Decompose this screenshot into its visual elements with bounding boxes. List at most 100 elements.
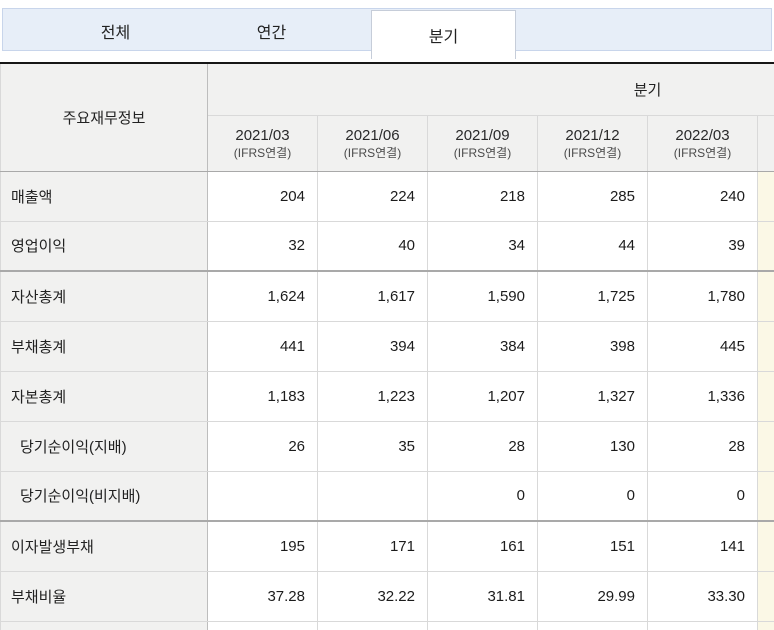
cell: 240: [647, 170, 758, 222]
table-row: 부채비율 37.28 32.22 31.81 29.99 33.30: [0, 570, 774, 622]
table-row-partial: [0, 620, 774, 630]
column-header: 2021/03 (IFRS연결): [207, 114, 318, 172]
cell: 28: [427, 420, 538, 472]
cell: 204: [207, 170, 318, 222]
cell: 398: [537, 320, 648, 372]
accounting-standard-label: (IFRS연결): [563, 145, 622, 160]
table-row: 영업이익 32 40 34 44 39: [0, 220, 774, 272]
cell: 1,624: [207, 270, 318, 322]
tab-quarterly[interactable]: 분기: [371, 10, 516, 59]
row-label: 자본총계: [0, 370, 208, 422]
cell: 0: [537, 470, 648, 522]
cell: [207, 470, 318, 522]
period-label: 2021/03: [235, 126, 290, 144]
cell: 285: [537, 170, 648, 222]
tab-annual[interactable]: 연간: [256, 24, 287, 42]
table-row: 이자발생부채 195 171 161 151 141: [0, 520, 774, 572]
cell: 384: [427, 320, 538, 372]
row-label: 영업이익: [0, 220, 208, 272]
cell-estimate-clipped: [757, 270, 774, 322]
cell: 1,207: [427, 370, 538, 422]
table-row: 자본총계 1,183 1,223 1,207 1,327 1,336: [0, 370, 774, 422]
cell-estimate-clipped: [757, 420, 774, 472]
cell-estimate-clipped: [757, 220, 774, 272]
cell: 171: [317, 520, 428, 572]
cell: [207, 620, 318, 630]
cell: [317, 620, 428, 630]
cell: 35: [317, 420, 428, 472]
column-header: 2021/06 (IFRS연결): [317, 114, 428, 172]
cell: 141: [647, 520, 758, 572]
period-label: 2021/06: [345, 126, 400, 144]
accounting-standard-label: (IFRS연결): [453, 145, 512, 160]
row-label: 당기순이익(지배): [0, 420, 208, 472]
cell: 161: [427, 520, 538, 572]
corner-header: 주요재무정보: [0, 62, 208, 172]
cell-estimate-clipped: [757, 370, 774, 422]
cell: 39: [647, 220, 758, 272]
group-header-quarterly: 분기: [206, 62, 774, 116]
column-header-clipped: [757, 114, 774, 172]
cell: 1,590: [427, 270, 538, 322]
cell: 1,327: [537, 370, 648, 422]
cell-estimate-clipped: [757, 470, 774, 522]
cell: 218: [427, 170, 538, 222]
period-label: 2022/03: [675, 126, 730, 144]
cell: 445: [647, 320, 758, 372]
row-label: 부채비율: [0, 570, 208, 622]
cell: 44: [537, 220, 648, 272]
accounting-standard-label: (IFRS연결): [233, 145, 292, 160]
cell-estimate-clipped: [757, 320, 774, 372]
cell: [317, 470, 428, 522]
accounting-standard-label: (IFRS연결): [673, 145, 732, 160]
table-row: 부채총계 441 394 384 398 445: [0, 320, 774, 372]
cell: 31.81: [427, 570, 538, 622]
cell: 33.30: [647, 570, 758, 622]
column-header: 2022/03 (IFRS연결): [647, 114, 758, 172]
table-row: 자산총계 1,624 1,617 1,590 1,725 1,780: [0, 270, 774, 322]
cell: 151: [537, 520, 648, 572]
cell: 40: [317, 220, 428, 272]
cell-estimate-clipped: [757, 170, 774, 222]
cell: 394: [317, 320, 428, 372]
cell: 1,780: [647, 270, 758, 322]
cell: 0: [647, 470, 758, 522]
table-row: 매출액 204 224 218 285 240: [0, 170, 774, 222]
row-label: 이자발생부채: [0, 520, 208, 572]
cell: 1,725: [537, 270, 648, 322]
period-label: 2021/12: [565, 126, 620, 144]
cell: [427, 620, 538, 630]
cell: 1,336: [647, 370, 758, 422]
cell: 0: [427, 470, 538, 522]
cell: 1,617: [317, 270, 428, 322]
cell: 32.22: [317, 570, 428, 622]
cell: 1,183: [207, 370, 318, 422]
cell: 441: [207, 320, 318, 372]
column-header: 2021/12 (IFRS연결): [537, 114, 648, 172]
row-label: 매출액: [0, 170, 208, 222]
row-label: 자산총계: [0, 270, 208, 322]
cell-estimate-clipped: [757, 620, 774, 630]
accounting-standard-label: (IFRS연결): [343, 145, 402, 160]
tab-all[interactable]: 전체: [100, 24, 131, 42]
period-tabbar: 전체 연간 분기: [2, 8, 772, 59]
column-header: 2021/09 (IFRS연결): [427, 114, 538, 172]
cell-estimate-clipped: [757, 570, 774, 622]
financial-table-viewport: 주요재무정보 분기 2021/03 (IFRS연결) 2021/06 (IFRS…: [0, 62, 774, 630]
cell: 224: [317, 170, 428, 222]
table-row: 당기순이익(비지배) 0 0 0: [0, 470, 774, 522]
table-row: 당기순이익(지배) 26 35 28 130 28: [0, 420, 774, 472]
cell: 34: [427, 220, 538, 272]
row-label: 부채총계: [0, 320, 208, 372]
cell: 26: [207, 420, 318, 472]
financial-table: 주요재무정보 분기 2021/03 (IFRS연결) 2021/06 (IFRS…: [0, 62, 774, 630]
cell: 1,223: [317, 370, 428, 422]
cell: 32: [207, 220, 318, 272]
cell: 29.99: [537, 570, 648, 622]
cell: [647, 620, 758, 630]
row-label: [0, 620, 208, 630]
row-label: 당기순이익(비지배): [0, 470, 208, 522]
cell-estimate-clipped: [757, 520, 774, 572]
cell: [537, 620, 648, 630]
period-label: 2021/09: [455, 126, 510, 144]
